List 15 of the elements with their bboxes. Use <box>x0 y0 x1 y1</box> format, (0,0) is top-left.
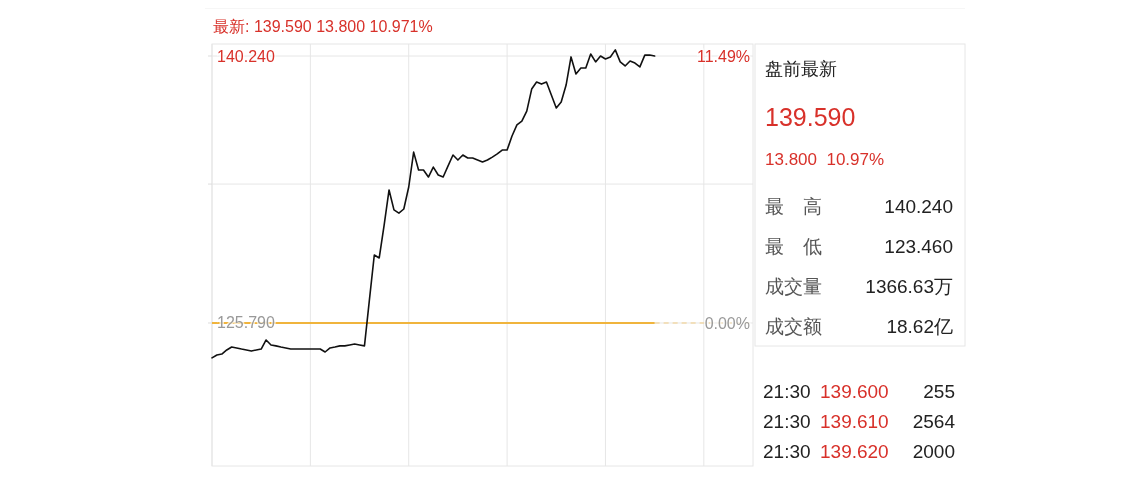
y2-tick-label: 0.00% <box>704 314 750 332</box>
text: 13.800 10.97% <box>765 150 885 169</box>
text: 21:30 139.600 255 <box>763 381 955 402</box>
line-series <box>211 49 656 359</box>
y2-tick-label: 11.49% <box>696 47 750 65</box>
text: 成交量 1366.63万 <box>765 276 953 297</box>
text: 最 高 140.240 <box>765 196 953 217</box>
text: 盘前最新 <box>765 59 837 79</box>
text: 139.590 <box>765 103 856 131</box>
chart-title: 最新: 139.590 13.800 10.971% <box>213 18 433 35</box>
text: 成交额 18.62亿 <box>765 316 953 337</box>
text: 21:30 139.620 2000 <box>763 441 955 462</box>
text: 21:30 139.610 2564 <box>763 411 955 432</box>
text: 最 低 123.460 <box>765 236 953 257</box>
y-tick-label: 140.240 <box>217 47 275 65</box>
